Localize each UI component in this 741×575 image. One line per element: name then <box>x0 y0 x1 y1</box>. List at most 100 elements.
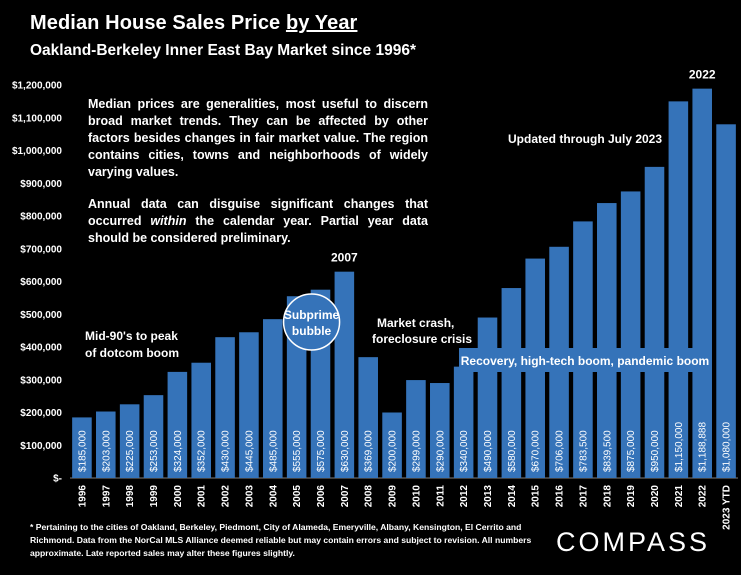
bar-value-label: $340,000 <box>459 430 470 472</box>
peak-2007-label: 2007 <box>331 251 358 265</box>
x-tick-label: 2021 <box>674 485 685 508</box>
bar-value-label: $225,000 <box>125 430 136 472</box>
bar-value-label: $490,000 <box>483 430 494 472</box>
y-tick-label: $500,000 <box>20 310 62 321</box>
value-labels: $185,000 $203,000 $225,000 $253,000 $324,000… <box>77 422 732 472</box>
note-p2-start: Annual data can disguise significant cha… <box>88 197 428 228</box>
bar-value-label: $185,000 <box>77 430 88 472</box>
bar-value-label: $839,500 <box>602 430 613 472</box>
bar-value-label: $783,500 <box>578 430 589 472</box>
y-tick-label: $1,200,000 <box>12 81 62 92</box>
x-tick-label: 2023 YTD <box>722 485 733 530</box>
bar <box>143 395 164 478</box>
bar <box>239 332 259 478</box>
chart-title-main: Median House Sales Price <box>30 12 286 34</box>
x-tick-label: 2015 <box>531 485 542 508</box>
y-tick-label: $100,000 <box>20 441 62 452</box>
bar <box>453 366 474 478</box>
bar-value-label: $580,000 <box>507 430 518 472</box>
peak-2022-label: 2022 <box>689 68 716 82</box>
y-axis: $- $100,000 $200,000 $300,000 $400,000 $500,0… <box>12 81 62 485</box>
bar <box>358 357 378 478</box>
crash-annotation-line1: Market crash, <box>377 316 454 330</box>
x-tick-label: 2016 <box>555 485 566 508</box>
bar <box>501 288 522 478</box>
x-tick-label: 2020 <box>650 485 661 508</box>
x-tick-label: 2012 <box>459 485 470 508</box>
y-tick-label: $600,000 <box>20 277 62 288</box>
x-tick-label: 2005 <box>292 485 303 508</box>
x-tick-label: 2002 <box>221 485 232 508</box>
subprime-bubble-label-line1: Subprime <box>284 308 340 322</box>
recovery-banner-label: Recovery, high-tech boom, pandemic boom <box>461 354 709 368</box>
bar-value-label: $445,000 <box>244 430 255 472</box>
y-tick-label: $400,000 <box>20 343 62 354</box>
x-tick-label: 2013 <box>483 485 494 508</box>
x-tick-label: 1999 <box>149 485 160 508</box>
chart-title-emphasis: by Year <box>285 12 358 34</box>
explanatory-note: Median prices are generalities, most use… <box>88 96 428 262</box>
subprime-bubble-circle <box>282 293 341 351</box>
y-tick-label: $1,100,000 <box>12 113 62 124</box>
bar <box>692 88 712 478</box>
footnote: * Pertaining to the cities of Oakland, B… <box>30 522 532 558</box>
bar-value-label: $1,080,000 <box>722 422 733 472</box>
note-paragraph-1: Median prices are generalities, most use… <box>88 97 428 179</box>
x-tick-label: 2017 <box>578 485 589 508</box>
note-paragraph-2: Annual data can disguise significant cha… <box>88 196 428 247</box>
bar <box>96 411 116 478</box>
bar-value-label: $575,000 <box>316 430 327 472</box>
y-tick-label: $- <box>53 474 62 485</box>
y-tick-label: $1,000,000 <box>12 146 62 157</box>
bar <box>716 124 736 479</box>
bar-value-label: $290,000 <box>435 430 446 472</box>
x-tick-label: 2009 <box>388 485 399 508</box>
bar <box>406 380 426 478</box>
bar-value-label: $875,000 <box>626 430 637 472</box>
bar <box>167 371 188 478</box>
chart-title: Median House Sales Price by Year <box>30 12 357 35</box>
bar-value-label: $203,000 <box>101 430 112 472</box>
bar-value-label: $670,000 <box>531 430 542 472</box>
x-tick-label: 2018 <box>602 485 613 508</box>
chart-subtitle: Oakland-Berkeley Inner East Bay Market s… <box>30 42 416 59</box>
bar <box>191 362 211 478</box>
subprime-bubble-label-line2: bubble <box>292 324 332 338</box>
x-tick-label: 2001 <box>197 485 208 508</box>
note-p2-emphasis: within <box>150 214 187 228</box>
recovery-banner <box>459 348 711 372</box>
updated-annotation: Updated through July 2023 <box>508 132 662 146</box>
x-tick-label: 2004 <box>268 485 279 508</box>
dotcom-annotation-line1: Mid-90's to peak <box>85 329 178 343</box>
x-tick-label: 2014 <box>507 485 518 508</box>
x-tick-label: 2008 <box>364 485 375 508</box>
bar <box>620 191 641 478</box>
compass-logo: COMPASS <box>556 527 711 557</box>
x-tick-label: 1998 <box>125 485 136 508</box>
dotcom-annotation-line2: of dotcom boom <box>85 346 179 360</box>
y-tick-label: $800,000 <box>20 212 62 223</box>
x-tick-label: 2007 <box>340 485 351 508</box>
bar-value-label: $369,000 <box>364 430 375 472</box>
bar-value-label: $706,000 <box>555 430 566 472</box>
bar <box>119 404 140 478</box>
bar <box>382 412 402 478</box>
x-axis: 1996 1997 1998 1999 2000 2001 2002 2003 2004 2005… <box>77 485 732 530</box>
y-tick-label: $300,000 <box>20 375 62 386</box>
bar-value-label: $200,000 <box>388 430 399 472</box>
x-tick-label: 1997 <box>101 485 112 508</box>
bar-value-label: $485,000 <box>268 430 279 472</box>
bar-value-label: $253,000 <box>149 430 160 472</box>
bar <box>644 166 665 478</box>
x-tick-label: 2003 <box>244 485 255 508</box>
bar-value-label: $555,000 <box>292 430 303 472</box>
x-tick-label: 2000 <box>173 485 184 508</box>
x-tick-label: 2011 <box>435 485 446 507</box>
bar-value-label: $324,000 <box>173 430 184 472</box>
bar-value-label: $299,000 <box>411 430 422 472</box>
x-tick-label: 1996 <box>77 485 88 508</box>
y-tick-label: $200,000 <box>20 408 62 419</box>
bar <box>668 101 689 478</box>
crash-annotation-line2: foreclosure crisis <box>372 332 472 346</box>
